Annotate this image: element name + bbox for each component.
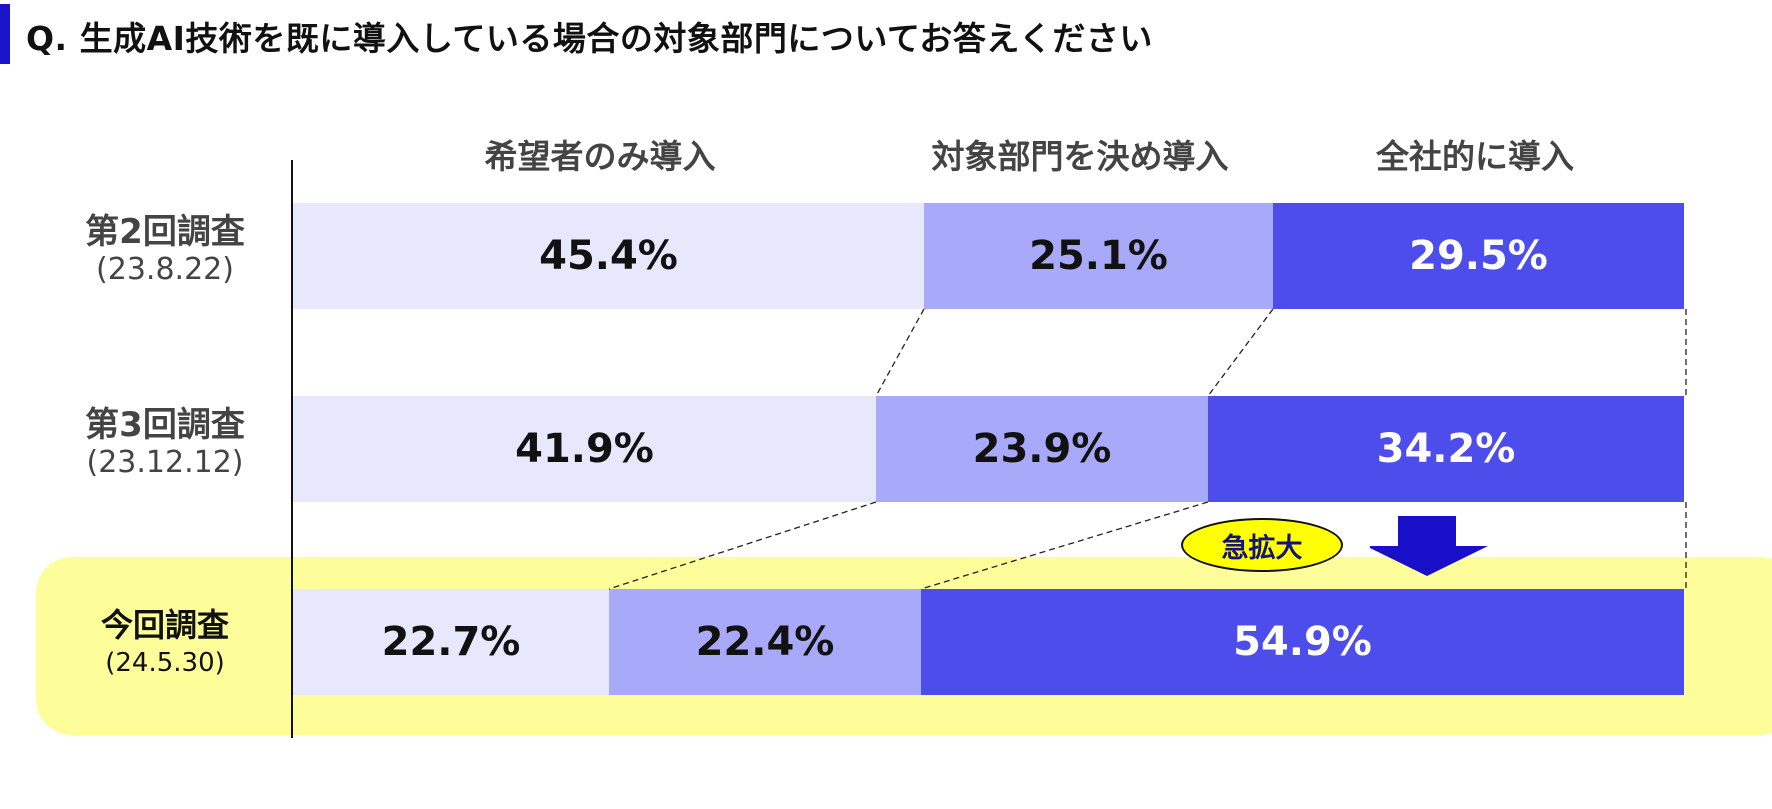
bar-segment-department: 23.9% bbox=[876, 396, 1208, 502]
row-label-title: 第2回調査 bbox=[85, 212, 245, 252]
down-arrow-icon bbox=[1370, 516, 1488, 576]
legend-col-companywide: 全社的に導入 bbox=[1376, 137, 1574, 176]
legend-col-department: 対象部門を決め導入 bbox=[931, 137, 1229, 176]
bar-segment-voluntary: 45.4% bbox=[293, 203, 924, 309]
row-label-date: (24.5.30) bbox=[105, 648, 225, 678]
bar-current-survey: 22.7% 22.4% 54.9% bbox=[293, 589, 1684, 695]
row-label-title: 第3回調査 bbox=[85, 405, 245, 445]
row-label-survey-3: 第3回調査 (23.12.12) bbox=[60, 405, 270, 481]
row-label-date: (23.8.22) bbox=[96, 252, 234, 287]
category-axis-line bbox=[291, 160, 293, 738]
bar-segment-voluntary: 41.9% bbox=[293, 396, 876, 502]
bar-segment-department: 22.4% bbox=[609, 589, 921, 695]
bar-survey-2: 45.4% 25.1% 29.5% bbox=[293, 203, 1684, 309]
row-label-survey-2: 第2回調査 (23.8.22) bbox=[60, 212, 270, 288]
bar-survey-3: 41.9% 23.9% 34.2% bbox=[293, 396, 1684, 502]
bar-segment-voluntary: 22.7% bbox=[293, 589, 609, 695]
bar-segment-department: 25.1% bbox=[924, 203, 1273, 309]
row-label-current-survey: 今回調査 (24.5.30) bbox=[60, 605, 270, 681]
title-accent-bar bbox=[0, 4, 10, 64]
row-label-date: (23.12.12) bbox=[86, 445, 244, 480]
bar-segment-companywide: 54.9% bbox=[921, 589, 1684, 695]
bar-segment-companywide: 29.5% bbox=[1273, 203, 1684, 309]
rapid-expansion-badge: 急拡大 bbox=[1181, 518, 1343, 572]
row-label-title: 今回調査 bbox=[100, 606, 229, 644]
chart-title: Q. 生成AI技術を既に導入している場合の対象部門についてお答えください bbox=[26, 19, 1153, 58]
legend-col-voluntary: 希望者のみ導入 bbox=[484, 137, 716, 176]
bar-segment-companywide: 34.2% bbox=[1208, 396, 1684, 502]
